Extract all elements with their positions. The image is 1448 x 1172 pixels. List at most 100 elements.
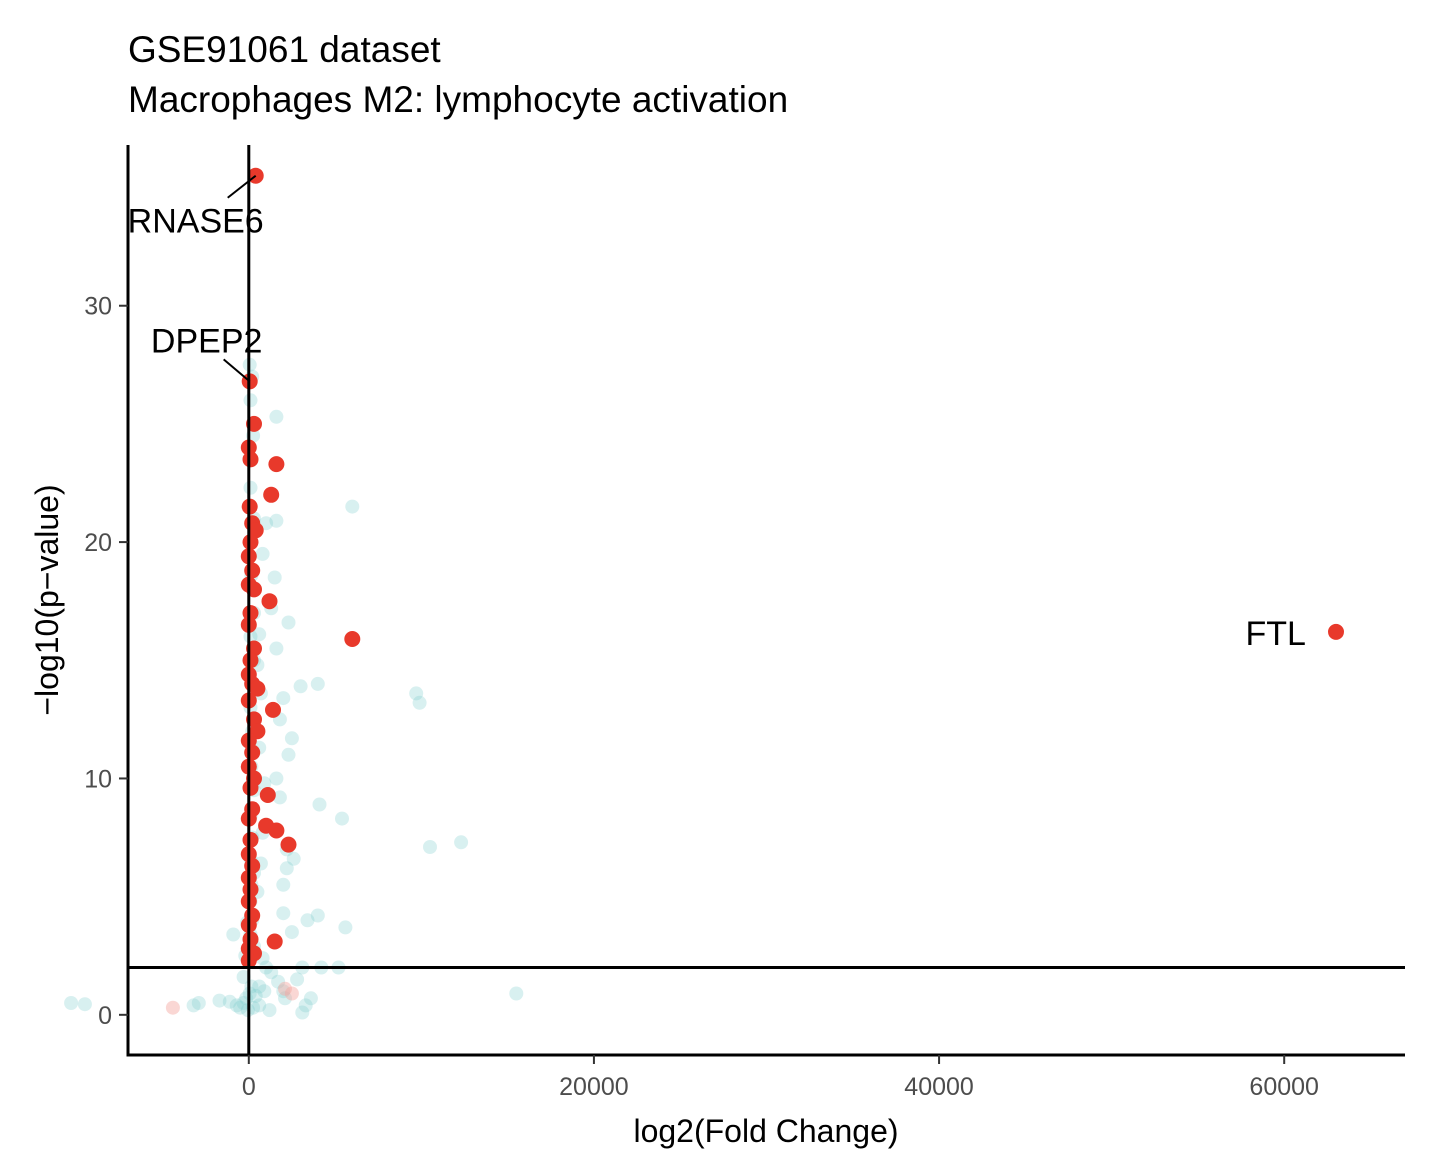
data-point [269,641,284,656]
gene-label-rnase6: RNASE6 [128,203,264,241]
data-point [284,986,299,1001]
highlighted-point [261,593,278,610]
data-point [310,908,325,923]
highlighted-point [242,779,259,796]
data-point [303,991,318,1006]
highlighted-point [242,605,259,621]
data-point [222,994,237,1009]
data-point [191,996,206,1010]
data-point [423,840,437,854]
highlighted-point [242,831,259,848]
data-point [338,920,353,935]
chart-title: GSE91061 dataset [128,29,441,70]
data-point [257,984,272,999]
highlighted-point [259,787,276,803]
data-point [293,679,308,694]
data-point [269,771,284,786]
data-point [281,747,296,762]
data-point [269,409,284,424]
data-point [412,695,427,710]
data-point [509,986,524,1001]
highlighted-point [242,534,259,551]
axes: 0 20000 40000 60000 0 10 20 30 [84,145,1405,1101]
highlighted-point [244,744,261,761]
data-point [252,979,267,994]
data-point [212,993,227,1008]
y-tick-label: 10 [84,765,112,793]
data-point [284,925,299,940]
data-point [267,570,282,585]
data-point [226,927,241,942]
data-point [312,797,327,812]
data-point [236,996,251,1010]
data-point [229,998,244,1013]
data-point [276,691,291,706]
gene-label-ftl: FTL [1246,615,1306,653]
x-tick-label: 40000 [904,1073,974,1101]
data-point [77,997,92,1012]
data-point [233,1000,248,1015]
highlighted-point [268,456,285,473]
gene-label-dpep2: DPEP2 [151,322,263,360]
label-leader-rnase6 [227,174,257,199]
data-point [300,913,315,928]
highlighted-point [242,451,259,468]
data-point [252,627,267,642]
data-point [269,513,284,528]
data-point [284,731,299,746]
x-tick-label: 0 [242,1073,256,1101]
data-point [252,998,267,1013]
data-point [248,988,263,1003]
y-tick-label: 20 [84,529,112,557]
data-point [409,686,424,701]
data-point [290,972,305,987]
highlighted-point [265,701,281,718]
points-layer [64,167,1344,1020]
data-point [454,835,469,850]
data-point [310,676,325,691]
data-point [286,851,301,866]
highlighted-point [268,822,285,839]
gene-labels: RNASE6 DPEP2 FTL [128,174,1306,653]
y-tick-label: 30 [84,293,112,321]
chart-subtitle: Macrophages M2: lymphocyte activation [128,79,788,120]
highlighted-point [244,562,261,579]
data-point [165,1000,180,1015]
data-point [64,996,79,1010]
data-point [276,877,291,892]
data-point [262,1003,277,1018]
data-point [271,974,286,989]
data-point [255,546,270,561]
data-point [298,998,313,1013]
data-point [295,1005,310,1020]
highlighted-point [344,631,361,647]
highlighted-point [280,836,297,853]
data-point [186,998,201,1013]
highlighted-point [266,933,283,950]
data-point [243,480,258,495]
x-tick-label: 60000 [1249,1073,1319,1101]
data-point [335,811,349,826]
highlighted-point [242,881,259,898]
data-point [276,906,291,921]
highlighted-point [249,680,266,697]
data-point [236,970,251,984]
data-point [279,861,294,876]
data-point [276,984,291,999]
highlighted-point [263,486,280,503]
x-axis-title: log2(Fold Change) [633,1113,898,1149]
data-point [278,981,292,996]
x-tick-label: 20000 [559,1073,629,1101]
data-point [243,393,258,408]
data-point [345,499,360,514]
y-tick-label: 0 [98,1002,112,1030]
data-point [278,991,292,1006]
highlighted-point [1328,623,1344,640]
label-leader-dpep2 [223,358,251,383]
data-point [281,615,296,630]
reference-lines [128,145,1405,1055]
highlighted-point [242,652,259,669]
y-axis-title: −log10(p−value) [29,484,65,715]
data-point [243,629,258,644]
